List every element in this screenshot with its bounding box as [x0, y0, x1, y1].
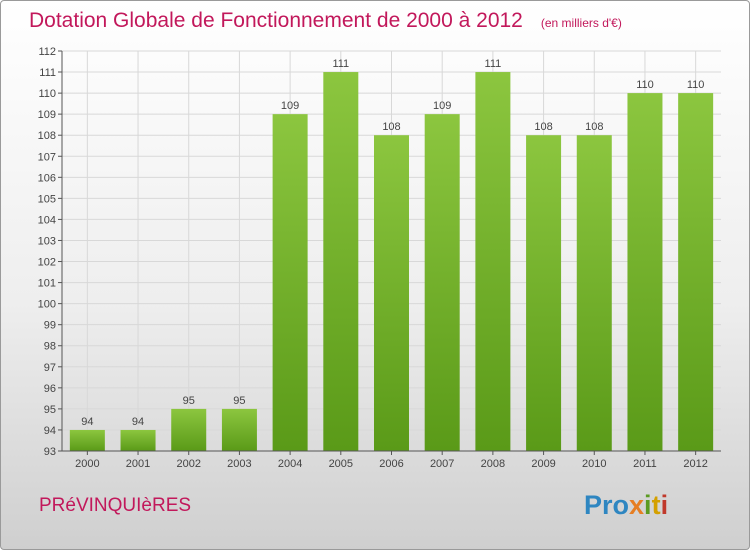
brand-part: i: [644, 490, 652, 520]
y-tick-label: 97: [44, 362, 56, 374]
x-tick-label: 2009: [531, 458, 555, 470]
data-label: 108: [382, 121, 400, 133]
x-tick-label: 2010: [582, 458, 606, 470]
bar: [171, 408, 207, 451]
data-label: 111: [332, 58, 349, 70]
x-tick-label: 2006: [379, 458, 403, 470]
brand-logo: Proxiti: [584, 490, 668, 521]
x-tick-label: 2007: [430, 458, 454, 470]
y-tick-label: 99: [44, 320, 56, 332]
y-tick-label: 95: [44, 404, 56, 416]
data-label: 109: [433, 100, 451, 112]
data-label: 110: [636, 79, 654, 91]
y-tick-label: 110: [38, 88, 56, 100]
chart-title: Dotation Globale de Fonctionnement de 20…: [29, 9, 523, 32]
bar: [120, 429, 156, 451]
y-tick-label: 102: [38, 257, 56, 269]
brand-part: t: [651, 490, 661, 520]
y-tick-label: 106: [38, 172, 56, 184]
bar: [627, 93, 663, 452]
y-tick-label: 94: [44, 425, 56, 437]
y-tick-label: 96: [44, 383, 56, 395]
y-tick-label: 104: [38, 214, 56, 226]
bar: [475, 72, 511, 451]
y-tick-label: 98: [44, 341, 56, 353]
y-tick-label: 109: [38, 109, 56, 121]
x-tick-label: 2000: [75, 458, 99, 470]
data-label: 108: [585, 121, 603, 133]
data-label: 94: [81, 416, 93, 428]
y-tick-label: 103: [38, 235, 56, 247]
x-tick-label: 2003: [227, 458, 251, 470]
y-tick-label: 105: [38, 193, 56, 205]
bar: [576, 135, 612, 452]
data-label: 108: [534, 121, 552, 133]
chart-title-block: Dotation Globale de Fonctionnement de 20…: [29, 9, 622, 33]
x-tick-label: 2002: [176, 458, 200, 470]
x-tick-label: 2005: [329, 458, 353, 470]
brand-part: x: [629, 490, 645, 520]
x-tick-label: 2012: [683, 458, 707, 470]
y-tick-label: 111: [39, 67, 56, 79]
bar: [69, 429, 105, 451]
bar: [374, 135, 409, 452]
y-tick-label: 108: [38, 130, 56, 142]
y-tick-label: 112: [38, 46, 56, 58]
brand-part: i: [660, 490, 669, 520]
x-tick-label: 2001: [126, 458, 150, 470]
y-tick-label: 100: [38, 299, 56, 311]
x-tick-label: 2004: [278, 458, 302, 470]
y-tick-label: 107: [38, 151, 56, 163]
y-tick-label: 93: [44, 446, 56, 458]
bar: [526, 135, 562, 452]
x-tick-label: 2011: [633, 458, 657, 470]
commune-name: PRéVINQUIèRES: [39, 495, 192, 516]
data-label: 111: [485, 58, 502, 70]
data-label: 95: [233, 395, 245, 407]
data-label: 94: [132, 416, 144, 428]
data-label: 110: [687, 79, 705, 91]
bar: [678, 93, 714, 452]
bar: [272, 114, 308, 451]
x-tick-label: 2008: [481, 458, 505, 470]
data-label: 109: [281, 100, 299, 112]
data-label: 95: [183, 395, 195, 407]
bar: [424, 114, 460, 451]
brand-part: Pro: [584, 490, 630, 520]
y-tick-label: 101: [38, 278, 56, 290]
chart-unit: (en milliers d'€): [540, 16, 622, 30]
bar: [221, 408, 257, 451]
bar: [323, 72, 359, 451]
